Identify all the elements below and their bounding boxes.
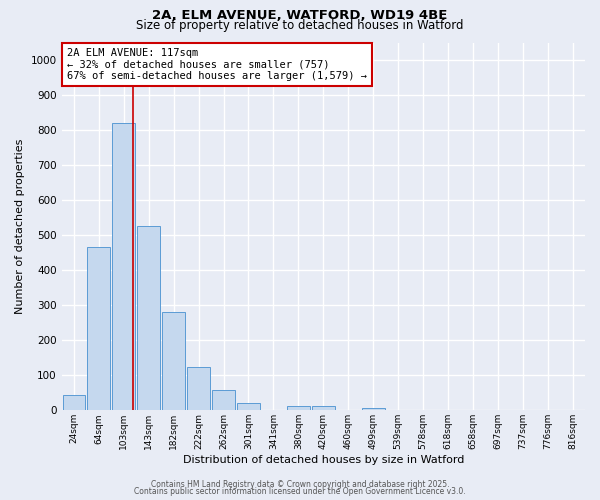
Y-axis label: Number of detached properties: Number of detached properties	[15, 138, 25, 314]
Bar	[62, 394, 85, 410]
Text: Contains HM Land Registry data © Crown copyright and database right 2025.: Contains HM Land Registry data © Crown c…	[151, 480, 449, 489]
X-axis label: Distribution of detached houses by size in Watford: Distribution of detached houses by size …	[182, 455, 464, 465]
Bar	[88, 248, 110, 410]
Bar	[237, 402, 260, 410]
Bar	[287, 406, 310, 410]
Bar	[362, 408, 385, 410]
Bar	[187, 366, 210, 410]
Text: 2A, ELM AVENUE, WATFORD, WD19 4BE: 2A, ELM AVENUE, WATFORD, WD19 4BE	[152, 9, 448, 22]
Bar	[212, 390, 235, 410]
Text: Size of property relative to detached houses in Watford: Size of property relative to detached ho…	[136, 19, 464, 32]
Bar	[162, 312, 185, 410]
Text: 2A ELM AVENUE: 117sqm
← 32% of detached houses are smaller (757)
67% of semi-det: 2A ELM AVENUE: 117sqm ← 32% of detached …	[67, 48, 367, 81]
Bar	[312, 406, 335, 410]
Bar	[137, 226, 160, 410]
Text: Contains public sector information licensed under the Open Government Licence v3: Contains public sector information licen…	[134, 487, 466, 496]
Bar	[112, 123, 136, 410]
